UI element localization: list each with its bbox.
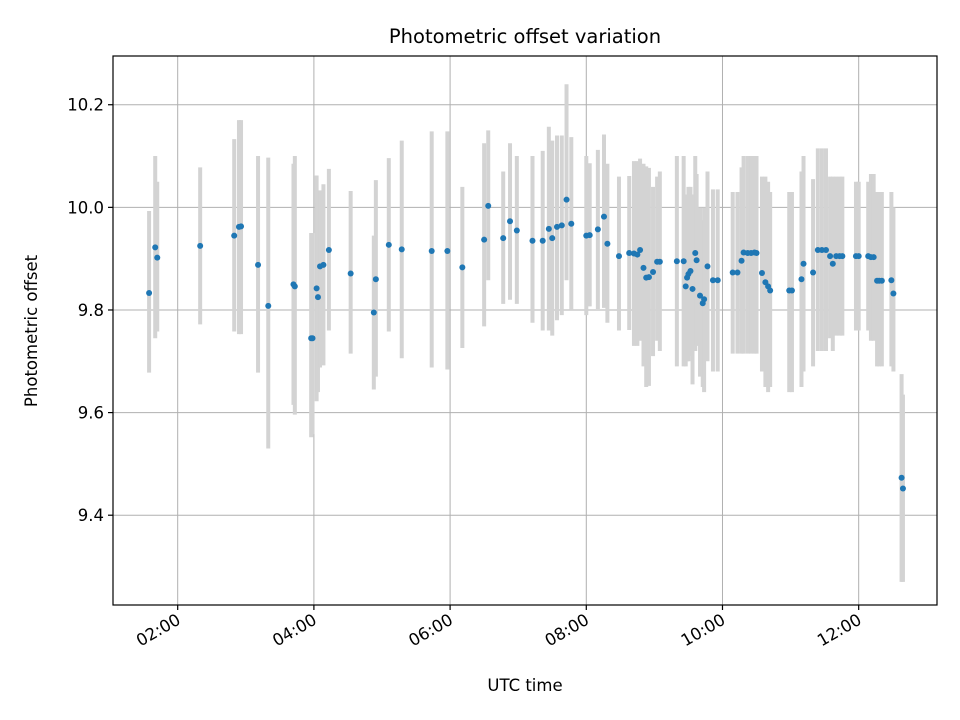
data-point [640,264,647,271]
chart-title: Photometric offset variation [389,25,661,48]
data-point [568,220,575,227]
data-point [758,270,765,277]
data-point [870,254,877,261]
data-point [459,264,466,271]
data-point [822,246,829,253]
data-point [604,240,611,247]
data-point [320,261,327,268]
data-point [594,226,601,233]
data-point [385,241,392,248]
data-point [309,335,316,342]
data-point [507,218,514,225]
data-point [734,269,741,276]
data-point [428,247,435,254]
data-point [325,246,332,253]
data-point [586,232,593,239]
data-point [800,260,807,267]
data-point [197,242,204,249]
y-tick-label: 9.6 [78,404,104,423]
data-point [545,225,552,232]
data-point [529,237,536,244]
data-point [704,263,711,270]
data-point [692,250,699,257]
data-point [444,247,451,254]
data-point [291,283,298,290]
data-point [829,260,836,267]
data-point [697,292,704,299]
data-point [563,196,570,203]
data-point [682,283,689,290]
data-point [238,223,245,230]
data-point [634,251,641,258]
data-point [146,290,153,297]
data-point [689,285,696,292]
data-point [827,253,834,260]
data-point [839,253,846,260]
y-axis-label: Photometric offset [22,254,41,407]
data-point [650,269,657,276]
data-point [680,258,687,265]
data-point [481,236,488,243]
data-point [656,258,663,265]
y-tick-label: 10.2 [67,96,104,115]
data-point [539,237,546,244]
data-point [701,296,708,303]
y-tick-label: 9.8 [78,301,104,320]
y-tick-label: 10.0 [67,198,104,217]
data-point [673,258,680,265]
data-point [798,276,805,283]
data-point [767,287,774,294]
data-point [485,202,492,209]
data-point [600,213,607,220]
data-point [898,474,905,481]
data-point [615,253,622,260]
data-point [372,276,379,283]
data-point [729,269,736,276]
data-point [500,235,507,242]
data-point [687,267,694,274]
plot-frame [112,55,938,606]
data-point [347,270,354,277]
data-point [513,227,520,234]
data-point [693,257,700,264]
data-point [549,235,556,242]
data-point [265,302,272,309]
data-point [152,244,159,251]
data-point [855,253,862,260]
data-point [738,257,745,264]
data-point [899,485,906,492]
data-point [645,274,652,281]
data-point [154,254,161,261]
data-points [146,196,906,492]
data-point [626,250,633,257]
data-point [890,290,897,297]
data-point [370,309,377,316]
data-point [558,222,565,229]
y-tick-label: 9.4 [78,506,104,525]
data-point [398,246,405,253]
data-point [810,269,817,276]
data-point [231,232,238,239]
x-axis-label: UTC time [487,676,562,695]
data-point [714,277,721,284]
data-point [554,223,561,230]
y-axis-ticks: 9.4 9.6 9.8 10.0 10.2 [67,96,113,525]
data-point [637,246,644,253]
data-point [709,277,716,284]
data-point [878,277,885,284]
data-point [753,250,760,257]
data-point [788,287,795,294]
data-point [313,285,320,292]
data-point [888,277,895,284]
data-point [255,261,262,268]
data-point [314,294,321,301]
